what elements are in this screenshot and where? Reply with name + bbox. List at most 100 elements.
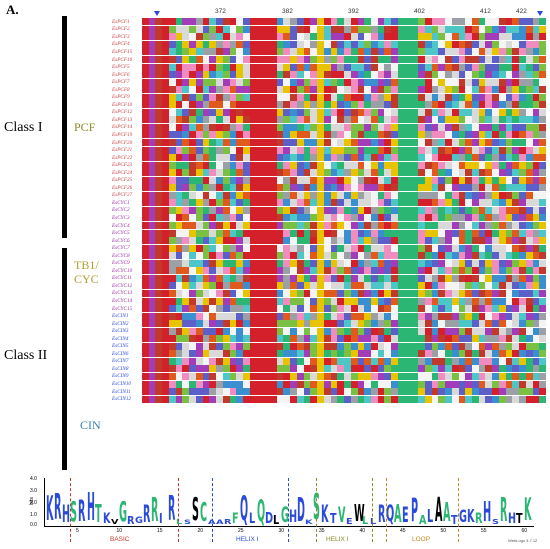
residue-cell <box>155 146 163 154</box>
residue-cell <box>317 327 324 335</box>
residue-cell <box>337 71 345 79</box>
residue-cell <box>478 274 486 282</box>
residue-cell <box>357 237 365 245</box>
residue-cell <box>243 206 250 214</box>
residue-cell <box>269 252 277 260</box>
residue-cell <box>370 154 378 162</box>
residue-cell <box>330 139 338 147</box>
residue-cell <box>216 184 223 192</box>
group-pcf-label: PCF <box>74 120 96 134</box>
residue-cell <box>384 365 392 373</box>
residue-cell <box>438 139 446 147</box>
residue-cell <box>438 93 446 101</box>
residue-cell <box>485 184 493 192</box>
residue-cell <box>195 176 203 184</box>
sequence-name: EsPCF7 <box>112 79 130 86</box>
residue-cell <box>418 154 425 162</box>
residue-cell <box>384 305 392 313</box>
residue-cell <box>438 146 446 154</box>
residue-cell <box>485 214 493 222</box>
residue-cell <box>519 108 526 116</box>
residue-cell <box>364 259 371 267</box>
residue-cell <box>337 56 345 63</box>
residue-cell <box>175 320 183 328</box>
residue-cell <box>303 176 311 184</box>
residue-cell <box>337 297 345 305</box>
residue-cell <box>344 86 351 94</box>
logo-x-tick: 20 <box>197 528 204 534</box>
residue-cell <box>350 274 358 282</box>
residue-cell <box>243 320 250 328</box>
residue-cell <box>384 131 392 139</box>
residue-cell <box>418 18 425 26</box>
residue-cell <box>391 169 398 177</box>
residue-cell <box>195 320 203 328</box>
residue-cell <box>168 244 176 252</box>
residue-cell <box>296 146 304 154</box>
residue-cell <box>418 131 425 139</box>
residue-cell <box>498 40 506 48</box>
residue-cell <box>317 297 324 305</box>
residue-cell <box>216 161 223 169</box>
residue-cell <box>283 350 291 358</box>
residue-cell <box>525 123 533 131</box>
residue-cell <box>451 56 459 63</box>
residue-cell <box>249 327 257 335</box>
residue-cell <box>202 169 210 177</box>
residue-cell <box>222 259 230 267</box>
residue-cell <box>424 93 432 101</box>
residue-cell <box>175 33 183 41</box>
residue-cell <box>296 259 304 267</box>
residue-cell <box>249 365 257 373</box>
residue-cell <box>222 108 230 116</box>
residue-cell <box>290 297 297 305</box>
residue-cell <box>445 372 452 380</box>
residue-cell <box>168 380 176 388</box>
residue-cell <box>525 365 533 373</box>
residue-cell <box>216 380 223 388</box>
position-number: 392 <box>348 8 359 15</box>
sequence-name: EsPCF26 <box>112 184 133 191</box>
residue-cell <box>505 372 513 380</box>
residue-cell <box>155 78 163 86</box>
residue-cell <box>276 297 284 305</box>
residue-cell <box>276 108 284 116</box>
residue-cell <box>216 237 223 245</box>
residue-cell <box>290 63 297 71</box>
residue-cell <box>229 108 237 116</box>
residue-cell <box>424 388 432 396</box>
residue-cell <box>458 86 466 94</box>
alignment-row: EsCIN8 <box>112 365 547 373</box>
residue-cell <box>418 176 425 184</box>
residue-cell <box>525 214 533 222</box>
residue-cell <box>364 380 371 388</box>
residue-cell <box>276 380 284 388</box>
residue-cell <box>148 33 156 41</box>
residue-cell <box>283 78 291 86</box>
residue-cell <box>276 71 284 79</box>
residue-cell <box>471 214 479 222</box>
residue-cell <box>498 169 506 177</box>
residue-cell <box>431 274 439 282</box>
residue-cell <box>189 206 196 214</box>
residue-cell <box>189 123 196 131</box>
residue-cell <box>438 108 446 116</box>
residue-cell <box>195 123 203 131</box>
residue-cell <box>357 48 365 56</box>
residue-cell <box>532 229 540 237</box>
residue-cell <box>357 123 365 131</box>
residue-cell <box>458 206 466 214</box>
residue-cell <box>317 199 324 207</box>
residue-cell <box>478 154 486 162</box>
residue-cell <box>525 312 533 320</box>
residue-cell <box>397 282 405 290</box>
residue-cell <box>505 184 513 192</box>
residue-cell <box>350 222 358 230</box>
residue-cell <box>397 372 405 380</box>
residue-cell <box>350 342 358 350</box>
residue-cell <box>249 63 257 71</box>
residue-cell <box>162 312 169 320</box>
residue-cell <box>337 169 345 177</box>
alignment-row: EsPCF25 <box>112 176 547 184</box>
residue-cell <box>492 289 499 297</box>
